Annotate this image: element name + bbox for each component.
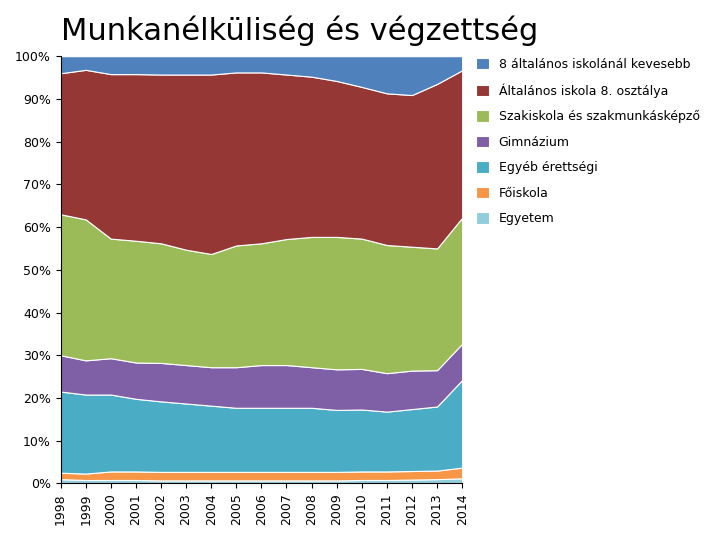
Text: Munkanélküliség és végzettség: Munkanélküliség és végzettség xyxy=(60,15,538,45)
Legend: 8 általános iskolánál kevesebb, Általános iskola 8. osztálya, Szakiskola és szak: 8 általános iskolánál kevesebb, Általáno… xyxy=(472,54,703,229)
